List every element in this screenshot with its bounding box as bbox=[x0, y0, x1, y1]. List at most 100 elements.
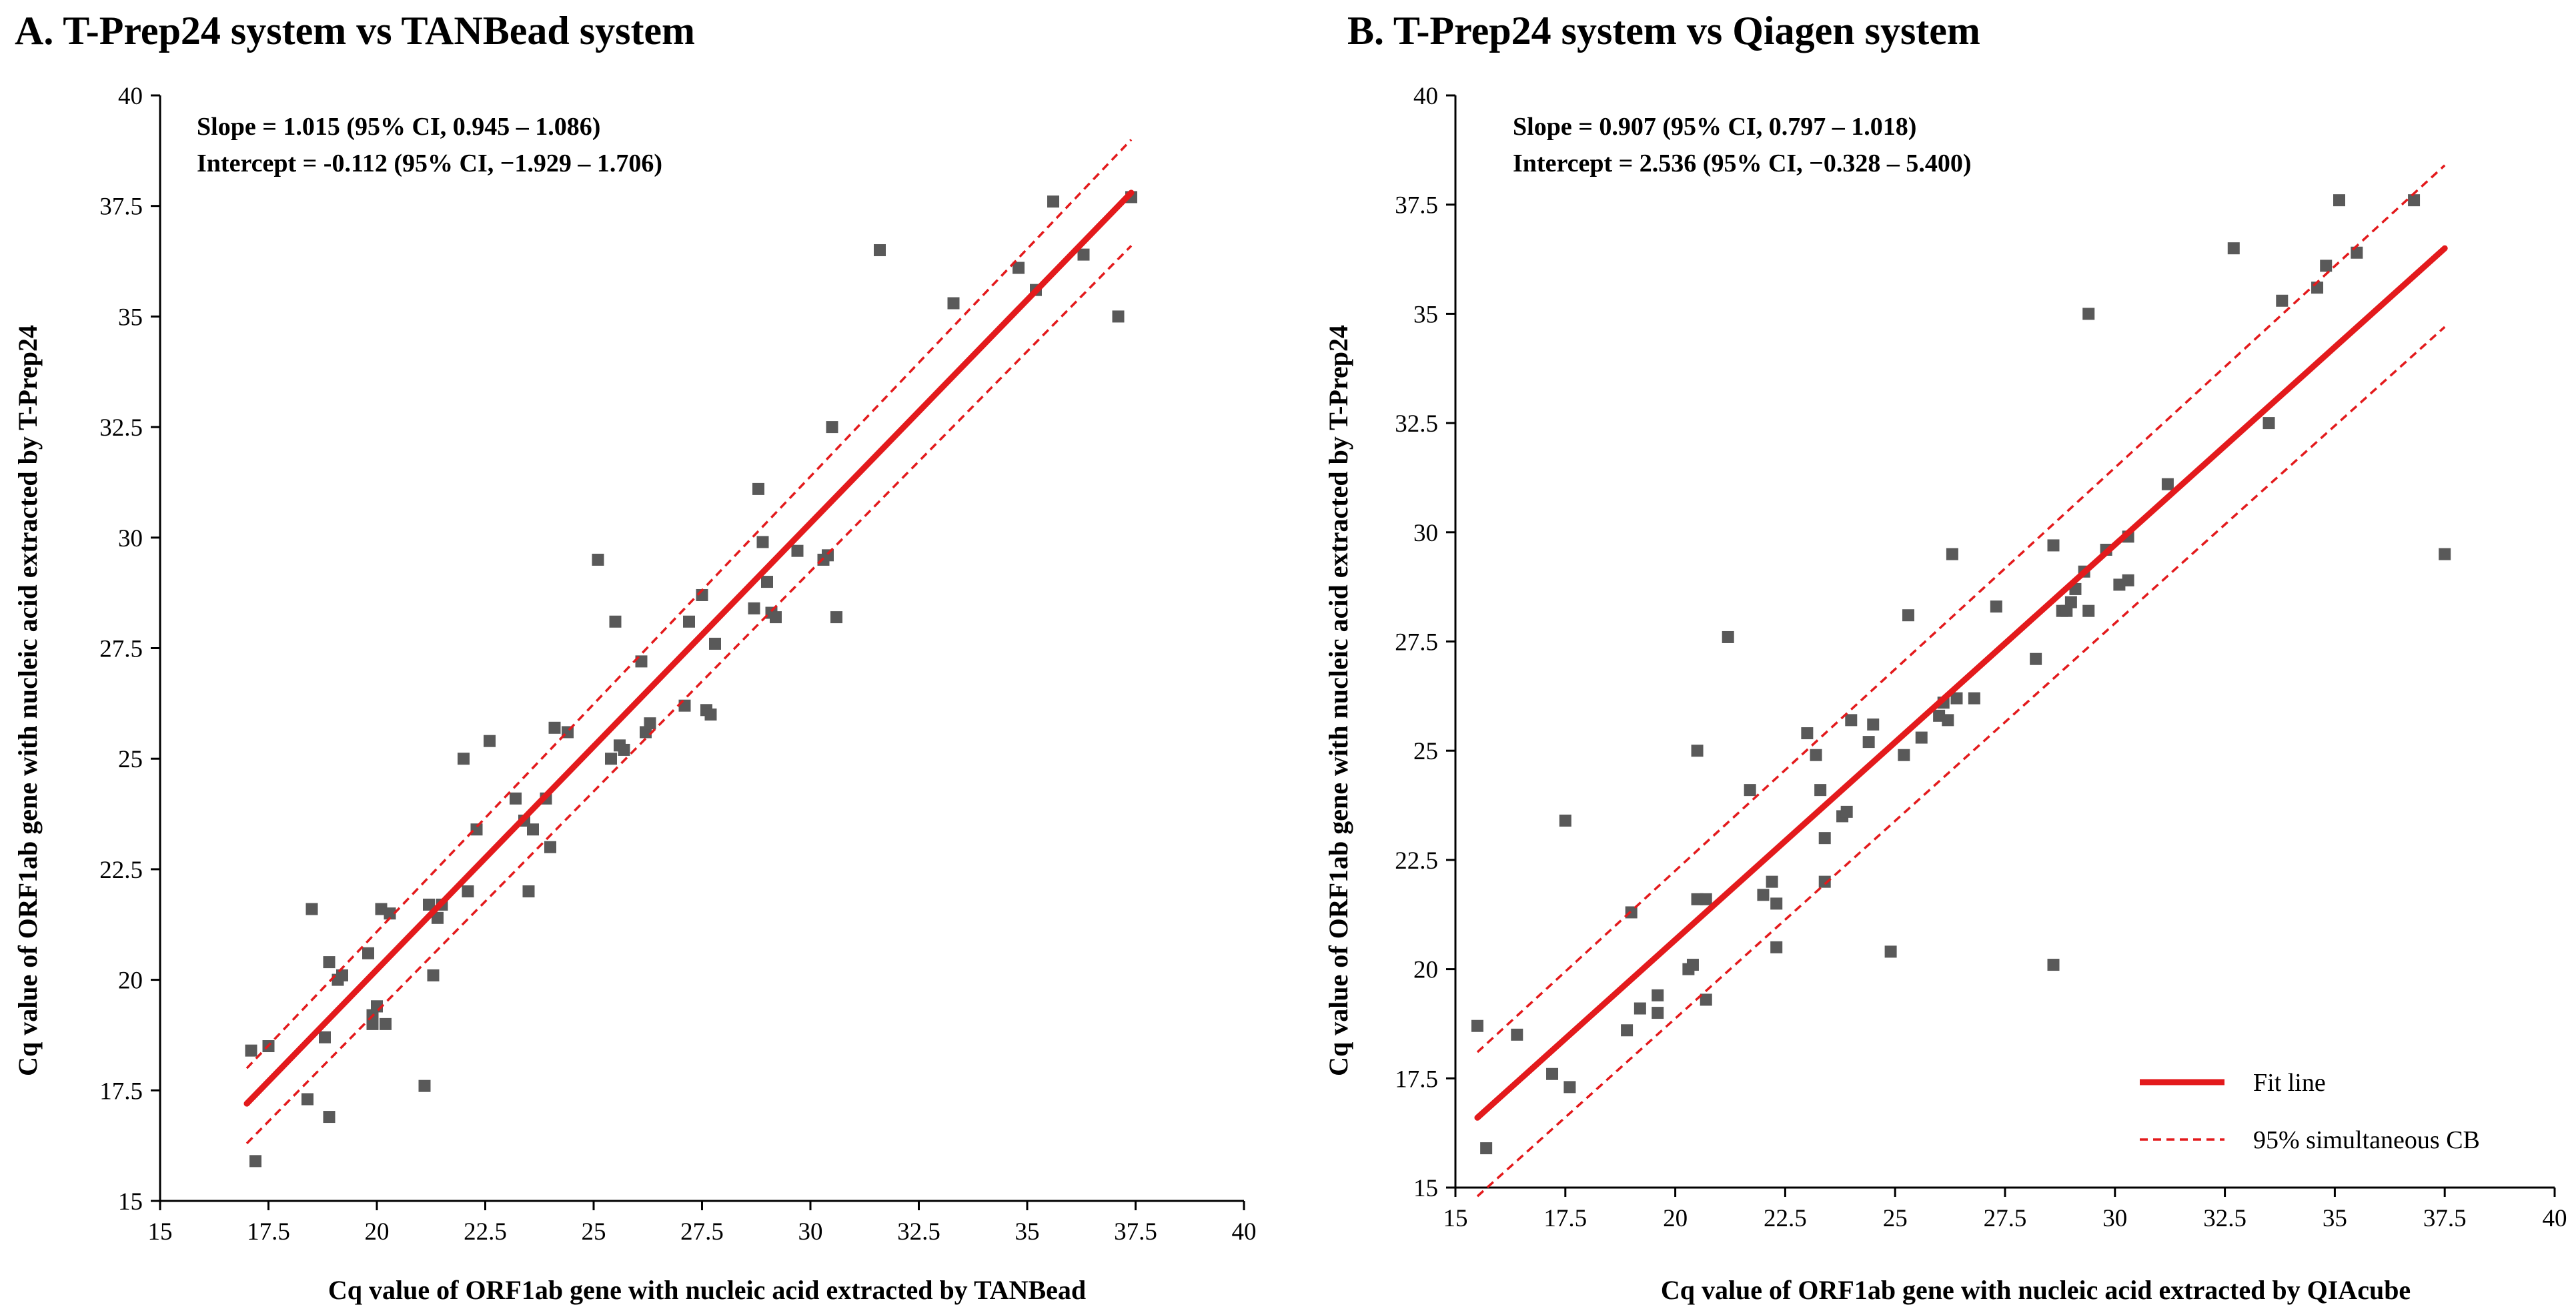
panel-b-y-tick-label: 25 bbox=[1413, 738, 1438, 765]
panel-a-data-point bbox=[830, 611, 842, 624]
panel-a-data-point bbox=[462, 885, 474, 898]
panel-a-data-point bbox=[319, 1031, 331, 1043]
panel-b-data-point bbox=[1700, 993, 1712, 1006]
panel-b-data-point bbox=[1722, 630, 1734, 643]
panel-a-data-point bbox=[752, 482, 764, 495]
panel-a-data-point bbox=[423, 898, 435, 911]
panel-a-data-point bbox=[704, 708, 717, 721]
panel-a-data-point bbox=[748, 602, 760, 614]
panel-a-data-point bbox=[791, 544, 804, 557]
panel-a-data-point bbox=[609, 615, 622, 628]
panel-b-data-point bbox=[2047, 959, 2060, 971]
panel-b-data-point bbox=[1700, 893, 1712, 905]
panel-b-cb-lower-line bbox=[1476, 326, 2446, 1198]
panel-a-x-tick-label: 32.5 bbox=[897, 1218, 940, 1246]
panel-a-title: A. T-Prep24 system vs TANBead system bbox=[15, 9, 695, 53]
panel-b-data-point bbox=[1862, 736, 1875, 749]
panel-b-data-point bbox=[1814, 784, 1827, 797]
panel-b-data-point bbox=[1563, 1081, 1576, 1093]
panel-a-data-point bbox=[510, 792, 522, 805]
panel-b-data-point bbox=[1902, 609, 1914, 622]
panel-a-fit-line bbox=[243, 189, 1135, 1107]
panel-b-y-tick-label: 15 bbox=[1413, 1175, 1438, 1202]
panel-b-data-point bbox=[1621, 1024, 1634, 1037]
panel-b-data-point bbox=[2439, 548, 2451, 560]
panel-b-y-tick-label: 20 bbox=[1413, 957, 1438, 984]
panel-b-data-point bbox=[1884, 945, 1897, 958]
panel-a-data-point bbox=[756, 536, 769, 548]
panel-a-x-tick-label: 37.5 bbox=[1114, 1218, 1157, 1246]
panel-b-data-point bbox=[2064, 596, 2077, 608]
panel-a-y-tick-label: 32.5 bbox=[99, 414, 143, 442]
panel-a-data-point bbox=[323, 1111, 336, 1124]
panel-b-intercept-annotation: Intercept = 2.536 (95% CI, −0.328 – 5.40… bbox=[1513, 149, 1972, 177]
panel-a-y-tick-label: 40 bbox=[118, 83, 143, 110]
panel-b-data-point bbox=[1511, 1028, 1523, 1041]
panel-b-data-point bbox=[1801, 727, 1814, 740]
panel-b-x-tick-label: 22.5 bbox=[1764, 1205, 1807, 1232]
panel-a-data-point bbox=[427, 969, 440, 981]
panel-b-data-point bbox=[1898, 749, 1910, 761]
panel-a-data-point bbox=[470, 823, 483, 836]
panel-b-y-tick-label: 35 bbox=[1413, 301, 1438, 328]
panel-b-data-point bbox=[2333, 194, 2345, 207]
panel-b-data-point bbox=[2082, 308, 2095, 320]
panel-b-data-point bbox=[1946, 548, 1958, 560]
panel-b-y-tick-label: 30 bbox=[1413, 520, 1438, 547]
panel-b-legend: Fit line 95% simultaneous CB bbox=[2140, 1069, 2480, 1154]
panel-b-data-point bbox=[2122, 574, 2134, 586]
panel-b-y-tick-label: 32.5 bbox=[1395, 410, 1438, 438]
panel-a-data-point bbox=[544, 841, 556, 853]
panel-a-data-point bbox=[1047, 195, 1059, 208]
panel-a-data-point bbox=[336, 969, 348, 981]
panel-b-data-point bbox=[1818, 832, 1831, 845]
panel-a-x-tick-label: 30 bbox=[798, 1218, 823, 1246]
panel-a-data-point bbox=[592, 553, 604, 566]
panel-b-data-point bbox=[2030, 652, 2042, 665]
panel-b-data-point bbox=[1990, 600, 2002, 613]
panel-a-data-point bbox=[522, 885, 535, 898]
panel-b-y-tick-label: 22.5 bbox=[1395, 847, 1438, 875]
panel-b-data-point bbox=[2227, 242, 2240, 255]
panel-b-x-tick-label: 37.5 bbox=[2423, 1205, 2467, 1232]
panel-a-data-point bbox=[249, 1155, 261, 1168]
panel-b-data-point bbox=[1840, 805, 1853, 818]
panel-b-x-tick-label: 35 bbox=[2323, 1205, 2347, 1232]
panel-a-x-tick-label: 20 bbox=[365, 1218, 390, 1246]
panel-a-x-tick-label: 22.5 bbox=[464, 1218, 507, 1246]
panel-b-data-point bbox=[1686, 959, 1699, 971]
panel-b-x-tick-label: 20 bbox=[1663, 1205, 1688, 1232]
panel-a-data-point bbox=[683, 615, 695, 628]
panel-a-x-tick-label: 15 bbox=[148, 1218, 173, 1246]
panel-a-y-tick-label: 27.5 bbox=[99, 636, 143, 663]
panel-b-data-point bbox=[1744, 784, 1756, 797]
panel-b-slope-annotation: Slope = 0.907 (95% CI, 0.797 – 1.018) bbox=[1513, 113, 1916, 141]
panel-b-data-point bbox=[2161, 478, 2174, 490]
panel-b-x-tick-label: 15 bbox=[1443, 1205, 1468, 1232]
panel-b-data-point bbox=[1867, 718, 1880, 731]
panel-a-scatter: A. T-Prep24 system vs TANBead system Cq … bbox=[13, 9, 1257, 1305]
panel-a-data-point bbox=[678, 699, 691, 712]
panel-a-data-point bbox=[484, 735, 496, 747]
panel-b-data-point bbox=[1471, 1019, 1483, 1032]
panel-b-data-point bbox=[1691, 745, 1704, 757]
panel-b-data-point bbox=[1968, 692, 1980, 705]
panel-a-data-point bbox=[323, 956, 336, 969]
panel-b-cb-upper-line bbox=[1476, 164, 2446, 1053]
panel-b-data-point bbox=[2276, 294, 2289, 307]
panel-b-data-point bbox=[1770, 897, 1783, 910]
panel-a-data-point bbox=[1077, 248, 1090, 261]
panel-a-x-tick-label: 35 bbox=[1015, 1218, 1040, 1246]
panel-a-data-point bbox=[380, 1017, 392, 1030]
panel-a-data-point bbox=[947, 297, 960, 310]
panel-b-x-tick-label: 40 bbox=[2543, 1205, 2567, 1232]
panel-b-data-point bbox=[1652, 1007, 1664, 1019]
panel-a-data-point bbox=[761, 576, 773, 588]
panel-b-y-tick-label: 40 bbox=[1413, 83, 1438, 110]
panel-a-data-point bbox=[770, 611, 782, 624]
panel-a-data-point bbox=[527, 823, 539, 836]
panel-b-x-tick-label: 32.5 bbox=[2203, 1205, 2246, 1232]
panel-a-data-point bbox=[305, 903, 318, 915]
panel-a-y-tick-label: 37.5 bbox=[99, 193, 143, 221]
panel-b-data-point bbox=[1845, 714, 1858, 727]
